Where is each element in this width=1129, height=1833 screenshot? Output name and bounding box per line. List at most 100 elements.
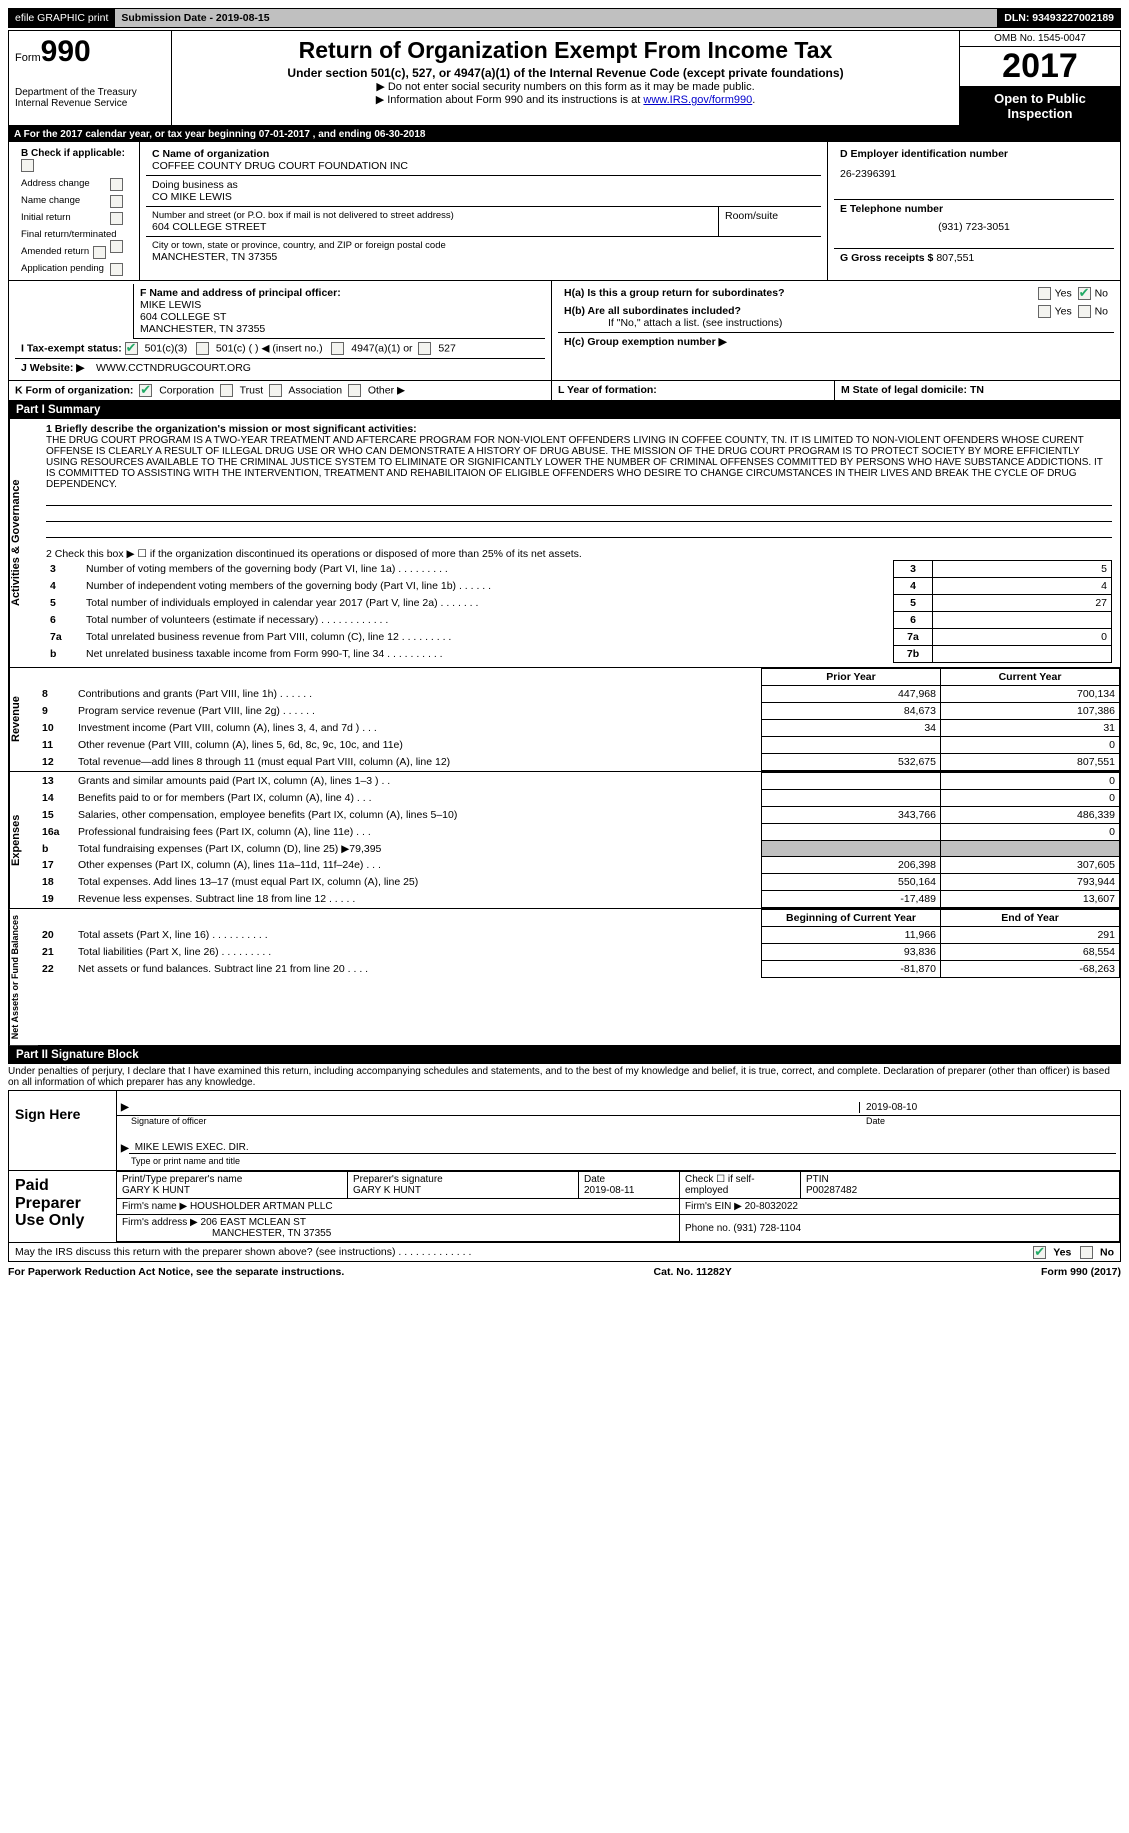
dba-label: Doing business as (152, 179, 815, 191)
j-label: J Website: ▶ (21, 362, 84, 374)
b-final: Final return/terminated (15, 226, 133, 243)
omb-number: OMB No. 1545-0047 (960, 31, 1120, 47)
check-icon[interactable] (110, 240, 123, 253)
hb-yes-check[interactable] (1038, 305, 1051, 318)
line-a: A For the 2017 calendar year, or tax yea… (8, 126, 1121, 401)
blocks-klm: K Form of organization: Corporation Trus… (9, 380, 1120, 400)
block-m: M State of legal domicile: TN (835, 381, 1120, 400)
firm-name-label: Firm's name ▶ (122, 1201, 187, 1212)
form-title: Return of Organization Exempt From Incom… (182, 37, 949, 64)
table-row: 7aTotal unrelated business revenue from … (46, 629, 1112, 646)
check-4947[interactable] (331, 342, 344, 355)
firm-ein-label: Firm's EIN ▶ (685, 1201, 742, 1212)
check-icon[interactable] (110, 263, 123, 276)
officer-city: MANCHESTER, TN 37355 (140, 323, 539, 335)
submission-date: Submission Date - 2019-08-15 (114, 9, 997, 27)
signature-section: Sign Here ▶ 2019-08-10 Signature of offi… (8, 1090, 1121, 1262)
website-row: J Website: ▶ WWW.CCTNDRUGCOURT.ORG (15, 359, 545, 377)
check-501c[interactable] (196, 342, 209, 355)
penalty-text: Under penalties of perjury, I declare th… (8, 1064, 1121, 1090)
side-netassets: Net Assets or Fund Balances (9, 909, 38, 1045)
k-label: K Form of organization: (15, 384, 133, 396)
printed-label: Type or print name and title (117, 1156, 1120, 1170)
form-subtitle: Under section 501(c), 527, or 4947(a)(1)… (182, 66, 949, 80)
dln: DLN: 93493227002189 (997, 9, 1120, 27)
gross-receipts: 807,551 (936, 252, 974, 264)
open-to-public: Open to Public Inspection (960, 87, 1120, 125)
street-label: Number and street (or P.O. box if mail i… (152, 210, 712, 221)
irs-yes-check[interactable] (1033, 1246, 1046, 1259)
side-expenses: Expenses (9, 772, 38, 908)
prep-date-label: Date (584, 1174, 674, 1185)
telephone: (931) 723-3051 (840, 221, 1108, 233)
form-header: Form990 Department of the Treasury Inter… (8, 30, 1121, 126)
sig-officer-label: Signature of officer (131, 1116, 866, 1126)
self-employed: Check ☐ if self-employed (680, 1172, 801, 1199)
check-icon[interactable] (21, 159, 34, 172)
table-row: 18Total expenses. Add lines 13–17 (must … (38, 874, 1120, 891)
b-addr: Address change (15, 175, 133, 192)
firm-city: MANCHESTER, TN 37355 (122, 1228, 331, 1239)
part1-header: Part I Summary (8, 401, 1121, 419)
paid-preparer-label: Paid Preparer Use Only (9, 1171, 116, 1242)
check-icon[interactable] (93, 246, 106, 259)
blocks-bcdefg: B Check if applicable: Address change Na… (9, 142, 1120, 280)
block-h: H(a) Is this a group return for subordin… (552, 281, 1120, 380)
top-bar: efile GRAPHIC print Submission Date - 20… (8, 8, 1121, 28)
header-left: Form990 Department of the Treasury Inter… (9, 31, 172, 125)
irs-link[interactable]: www.IRS.gov/form990 (643, 94, 752, 106)
block-c: C Name of organization COFFEE COUNTY DRU… (140, 142, 828, 280)
check-501c3[interactable] (125, 342, 138, 355)
prior-year-header: Prior Year (762, 669, 941, 686)
sign-here-label: Sign Here (9, 1091, 116, 1170)
prep-sig: GARY K HUNT (353, 1185, 573, 1196)
form-ref: Form 990 (2017) (1041, 1266, 1121, 1278)
revenue-table: Prior YearCurrent Year 8Contributions an… (38, 668, 1120, 771)
check-527[interactable] (418, 342, 431, 355)
sig-officer-row: ▶ 2019-08-10 (117, 1091, 1120, 1116)
side-revenue: Revenue (9, 668, 38, 771)
preparer-table: Print/Type preparer's nameGARY K HUNT Pr… (116, 1171, 1120, 1242)
officer-name: MIKE LEWIS (140, 299, 539, 311)
part1-revenue: Revenue Prior YearCurrent Year 8Contribu… (8, 668, 1121, 772)
ein: 26-2396391 (840, 168, 1108, 180)
b-pending: Application pending (15, 260, 133, 277)
check-icon[interactable] (110, 212, 123, 225)
date-label: Date (866, 1116, 1116, 1126)
blank-line (46, 510, 1112, 522)
f-label: F Name and address of principal officer: (140, 287, 539, 299)
part2-header: Part II Signature Block (8, 1046, 1121, 1064)
table-row: 19Revenue less expenses. Subtract line 1… (38, 891, 1120, 908)
street-value: 604 COLLEGE STREET (152, 221, 712, 233)
k-corp-check[interactable] (139, 384, 152, 397)
efile-label[interactable]: efile GRAPHIC print (9, 9, 114, 27)
ha-no-check[interactable] (1078, 287, 1091, 300)
block-b: B Check if applicable: Address change Na… (9, 142, 140, 280)
check-icon[interactable] (110, 178, 123, 191)
phone-label: Phone no. (685, 1223, 731, 1234)
prep-date: 2019-08-11 (584, 1185, 674, 1196)
ha-yes-check[interactable] (1038, 287, 1051, 300)
table-row: 3Number of voting members of the governi… (46, 561, 1112, 578)
hb-no-check[interactable] (1078, 305, 1091, 318)
paperwork-notice: For Paperwork Reduction Act Notice, see … (8, 1266, 344, 1278)
block-k: K Form of organization: Corporation Trus… (9, 381, 552, 400)
i-label: I Tax-exempt status: (21, 342, 122, 354)
k-other-check[interactable] (348, 384, 361, 397)
prep-name-label: Print/Type preparer's name (122, 1174, 342, 1185)
current-year-header: Current Year (941, 669, 1120, 686)
check-icon[interactable] (110, 195, 123, 208)
k-trust-check[interactable] (220, 384, 233, 397)
irs-no-check[interactable] (1080, 1246, 1093, 1259)
k-assoc-check[interactable] (269, 384, 282, 397)
ha: H(a) Is this a group return for subordin… (564, 287, 1108, 299)
hc: H(c) Group exemption number ▶ (558, 332, 1114, 351)
table-row: 4Number of independent voting members of… (46, 578, 1112, 595)
printed-name: MIKE LEWIS EXEC. DIR. (129, 1142, 1116, 1154)
table-row: 15Salaries, other compensation, employee… (38, 807, 1120, 824)
ptin-label: PTIN (806, 1174, 1114, 1185)
end-year-header: End of Year (941, 910, 1120, 927)
header-right: OMB No. 1545-0047 2017 Open to Public In… (960, 31, 1120, 125)
ptin: P00287482 (806, 1185, 1114, 1196)
block-l: L Year of formation: (552, 381, 835, 400)
